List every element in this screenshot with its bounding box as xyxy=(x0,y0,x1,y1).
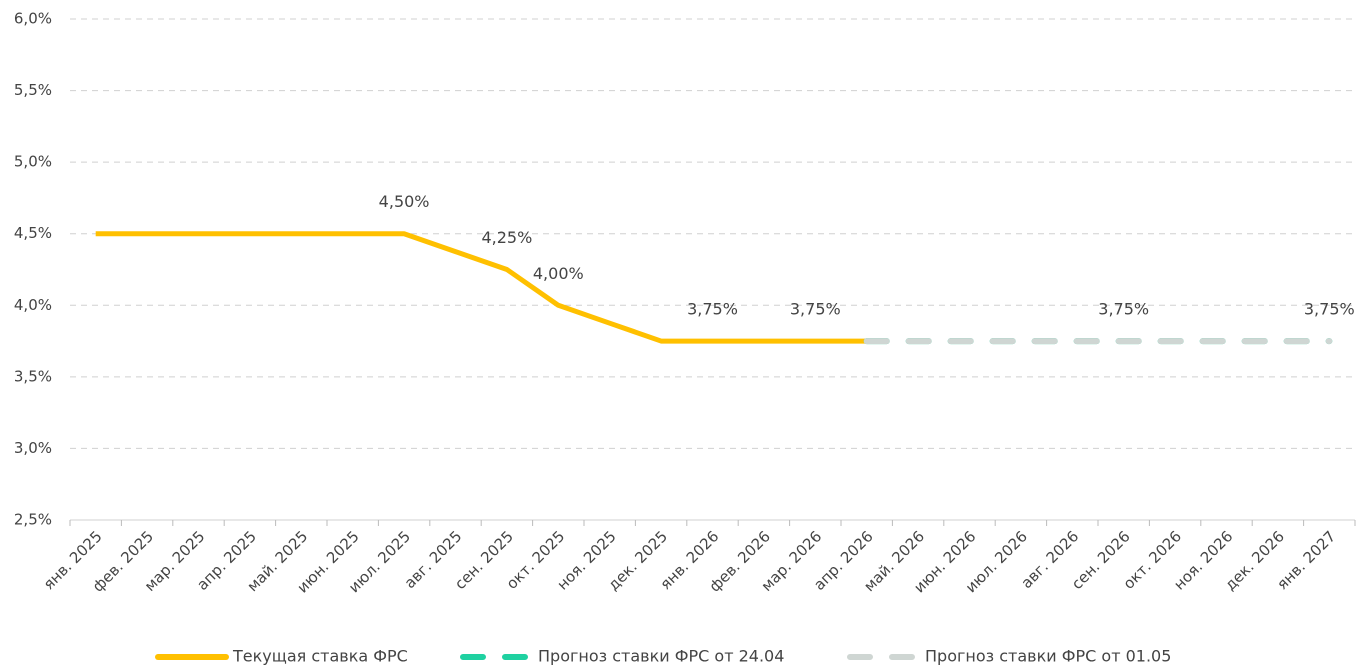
data-label: 3,75% xyxy=(1304,300,1355,319)
data-label: 3,75% xyxy=(790,300,841,319)
data-label: 3,75% xyxy=(687,300,738,319)
legend-label: Текущая ставка ФРС xyxy=(232,647,408,666)
data-label: 4,00% xyxy=(533,264,584,283)
data-label: 4,25% xyxy=(481,228,532,247)
data-label: 3,75% xyxy=(1098,300,1149,319)
legend-label: Прогноз ставки ФРС от 24.04 xyxy=(538,647,784,666)
y-tick-label: 3,5% xyxy=(14,367,52,385)
y-tick-label: 6,0% xyxy=(14,10,52,28)
y-tick-label: 4,5% xyxy=(14,224,52,242)
y-tick-label: 5,0% xyxy=(14,153,52,171)
y-tick-label: 4,0% xyxy=(14,296,52,314)
legend-label: Прогноз ставки ФРС от 01.05 xyxy=(925,647,1171,666)
series-line xyxy=(95,231,867,344)
data-label: 4,50% xyxy=(379,192,430,211)
y-tick-label: 3,0% xyxy=(14,439,52,457)
y-tick-label: 2,5% xyxy=(14,511,52,529)
y-tick-label: 5,5% xyxy=(14,81,52,99)
